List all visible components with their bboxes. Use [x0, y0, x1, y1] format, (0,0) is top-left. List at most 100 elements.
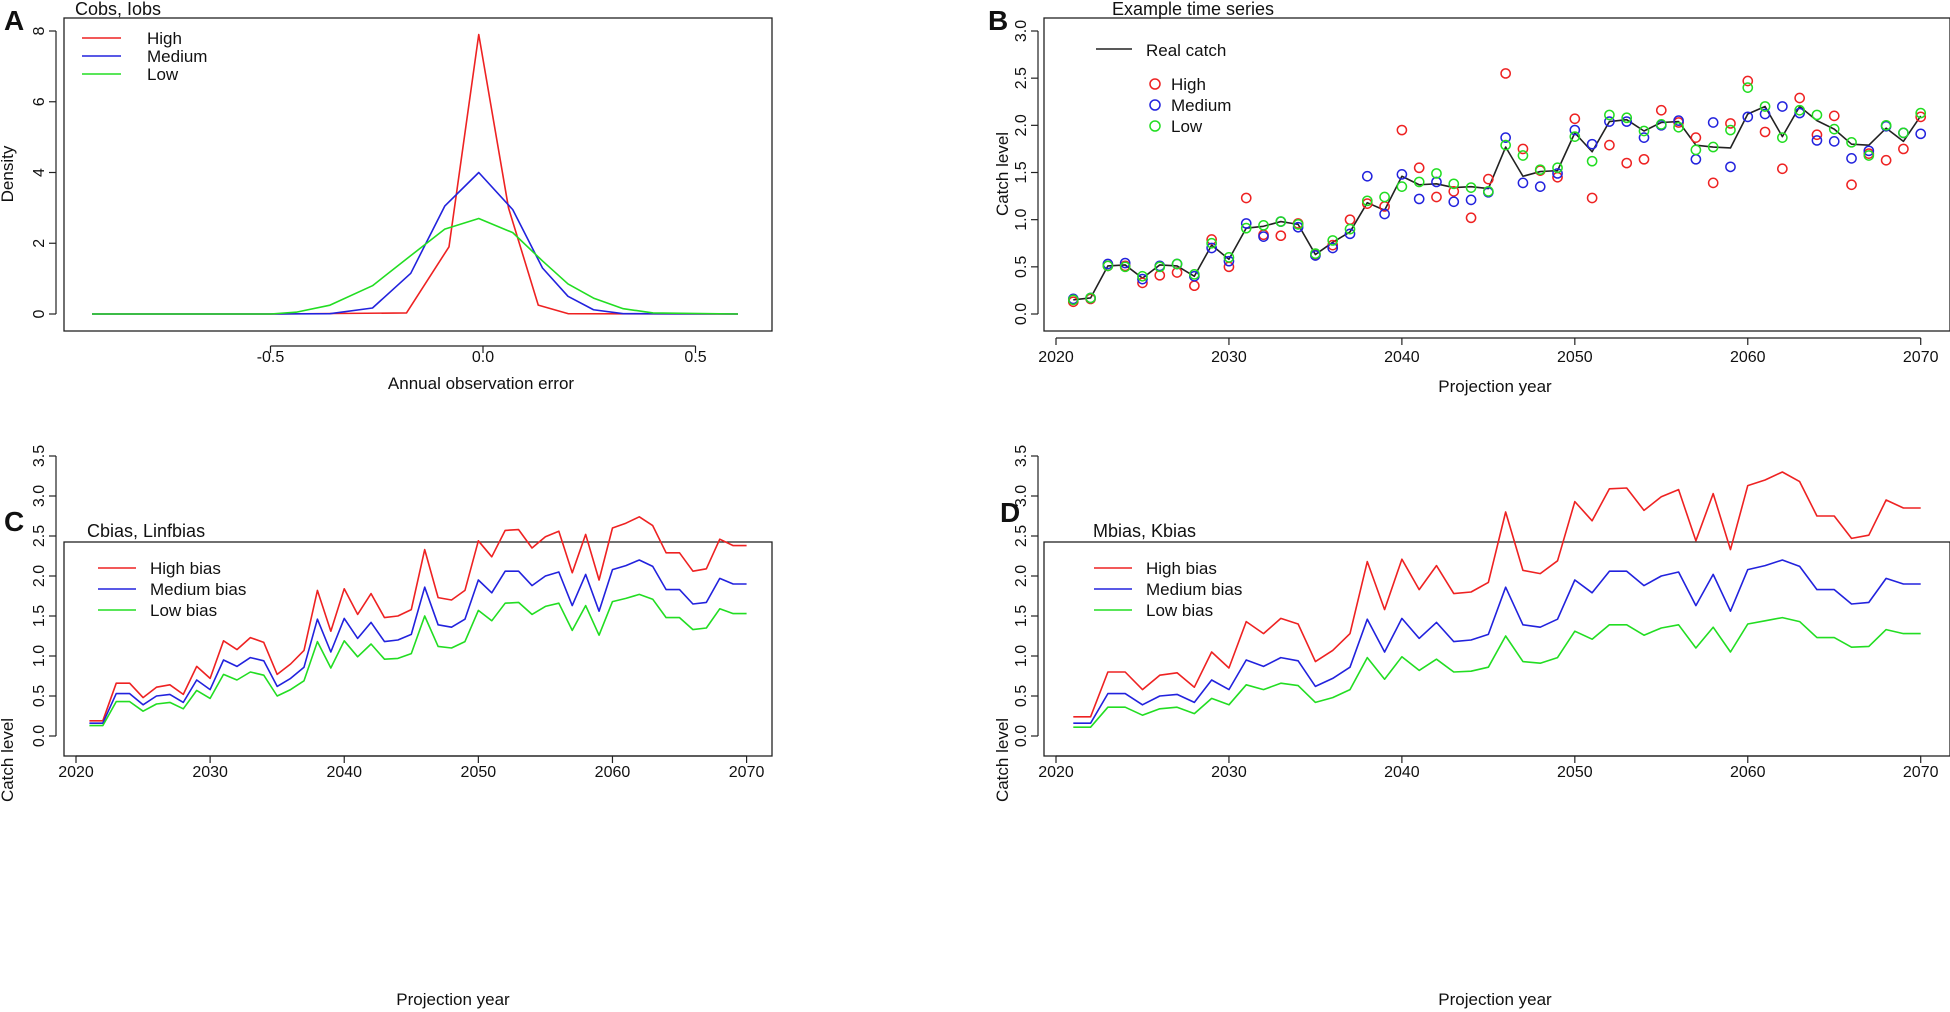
point-medium [1828, 136, 1840, 147]
point-low [1863, 150, 1875, 161]
panel-c-y-tick-label: 3.5 [31, 445, 48, 467]
point-high [1448, 186, 1460, 197]
point-medium [1396, 169, 1408, 180]
point-low [1794, 104, 1805, 116]
panel-c-ylabel: Catch level [0, 718, 17, 802]
point-high [1189, 280, 1200, 292]
panel-c: C Cbias, Linfbias 2020 2030 2040 2050 2060 20… [0, 445, 773, 1009]
series-line-high-bias [89, 515, 747, 722]
point-medium [1258, 231, 1269, 242]
point-medium [1742, 111, 1754, 123]
panel-d-y-tick-label: 3.0 [1013, 485, 1030, 507]
legend-label-low-bias: Low bias [1146, 601, 1213, 620]
point-low [1828, 123, 1840, 135]
point-high [1500, 68, 1511, 79]
point-low [1413, 176, 1425, 188]
panel-a-x-tick-label: 0.0 [472, 349, 494, 366]
point-high [1361, 198, 1373, 209]
panel-c-x-tick-label: 2040 [326, 764, 362, 781]
point-high [1828, 110, 1840, 122]
point-low [1638, 125, 1650, 137]
panel-c-ticks: 2020 2030 2040 2050 2060 2070 0.0 0.5 1.0 1.5 2.0 2… [31, 445, 764, 781]
panel-d-ticks: 2020 2030 2040 2050 2060 2070 0.0 0.5 1.0 1.5 2.0 2… [1013, 445, 1939, 781]
panel-d-x-tick-label: 2060 [1730, 764, 1766, 781]
panel-c-y-tick-label: 3.0 [31, 485, 48, 507]
point-high [1759, 126, 1771, 138]
point-low [1707, 141, 1719, 153]
point-low [1483, 186, 1494, 197]
point-low [1898, 127, 1909, 139]
panel-b-x-tick-label: 2050 [1557, 349, 1593, 366]
panel-letter-d: D [1000, 497, 1020, 528]
point-medium [1777, 101, 1788, 112]
point-low [1655, 119, 1667, 130]
point-medium [1586, 138, 1598, 150]
point-medium [1673, 115, 1684, 126]
point-low [1621, 112, 1633, 124]
legend-label-low-bias: Low bias [150, 601, 217, 620]
point-low [1292, 219, 1304, 230]
point-low [1154, 261, 1166, 273]
point-low [1258, 219, 1269, 231]
point-high [1690, 132, 1702, 143]
point-medium [1915, 128, 1927, 140]
legend-label-high-bias: High bias [1146, 559, 1217, 578]
point-medium [1292, 221, 1304, 233]
point-high [1327, 239, 1339, 251]
panel-d: D Mbias, Kbias 2020 2030 2040 2050 2060 2070 0… [993, 445, 1950, 1009]
panel-b-title: Example time series [1112, 0, 1274, 19]
point-medium [1811, 135, 1823, 146]
panel-b-y-tick-label: 2.0 [1013, 114, 1030, 136]
panel-b-legend: Real catch High Medium Low [1096, 41, 1231, 136]
panel-d-x-tick-label: 2040 [1384, 764, 1420, 781]
panel-b: B Example time series 2020 2030 2040 2050 20… [988, 0, 1950, 396]
series-line-low [92, 217, 739, 315]
panel-letter-b: B [988, 5, 1008, 36]
point-medium [1794, 107, 1805, 119]
point-medium [1569, 124, 1581, 136]
panel-b-series [1067, 68, 1927, 308]
panel-c-y-tick-label: 2.5 [31, 525, 48, 547]
point-low [1552, 162, 1563, 174]
point-high [1483, 173, 1494, 185]
point-low [1915, 107, 1927, 119]
panel-letter-a: A [4, 5, 24, 36]
point-low [1759, 101, 1771, 112]
point-low [1604, 109, 1615, 121]
panel-a-y-tick-label: 6 [31, 97, 48, 106]
point-low [1189, 269, 1200, 280]
panel-d-legend: High bias Medium bias Low bias [1094, 559, 1242, 620]
point-low [1431, 168, 1442, 179]
panel-c-title: Cbias, Linfbias [87, 521, 205, 541]
legend-label-medium: Medium [1171, 96, 1231, 115]
panel-c-y-tick-label: 0.5 [31, 685, 48, 707]
point-low [1777, 132, 1788, 143]
point-medium [1137, 273, 1148, 285]
point-low [1327, 235, 1339, 246]
point-low [1448, 178, 1460, 190]
point-medium [1379, 208, 1390, 220]
point-medium [1863, 145, 1875, 157]
panel-b-y-tick-label: 1.0 [1013, 208, 1030, 230]
panel-c-series [89, 515, 747, 727]
panel-d-y-tick-label: 1.0 [1013, 645, 1030, 667]
point-high [1431, 191, 1442, 203]
panel-d-y-tick-label: 1.5 [1013, 605, 1030, 627]
point-low [1102, 260, 1114, 272]
point-low [1396, 181, 1408, 192]
point-high [1846, 179, 1857, 191]
panel-b-x-tick-label: 2030 [1211, 349, 1247, 366]
point-high [1898, 143, 1909, 155]
point-low [1067, 294, 1079, 306]
point-medium [1759, 108, 1771, 120]
point-medium [1119, 257, 1131, 269]
point-low [1361, 195, 1373, 207]
panel-b-y-tick-label: 0.5 [1013, 256, 1030, 278]
point-high [1794, 92, 1805, 104]
series-line-high [92, 33, 739, 315]
point-low [1569, 131, 1581, 143]
legend-label-real-catch: Real catch [1146, 41, 1226, 60]
point-low [1379, 191, 1390, 203]
point-low [1673, 121, 1684, 133]
panel-d-x-tick-label: 2050 [1557, 764, 1593, 781]
